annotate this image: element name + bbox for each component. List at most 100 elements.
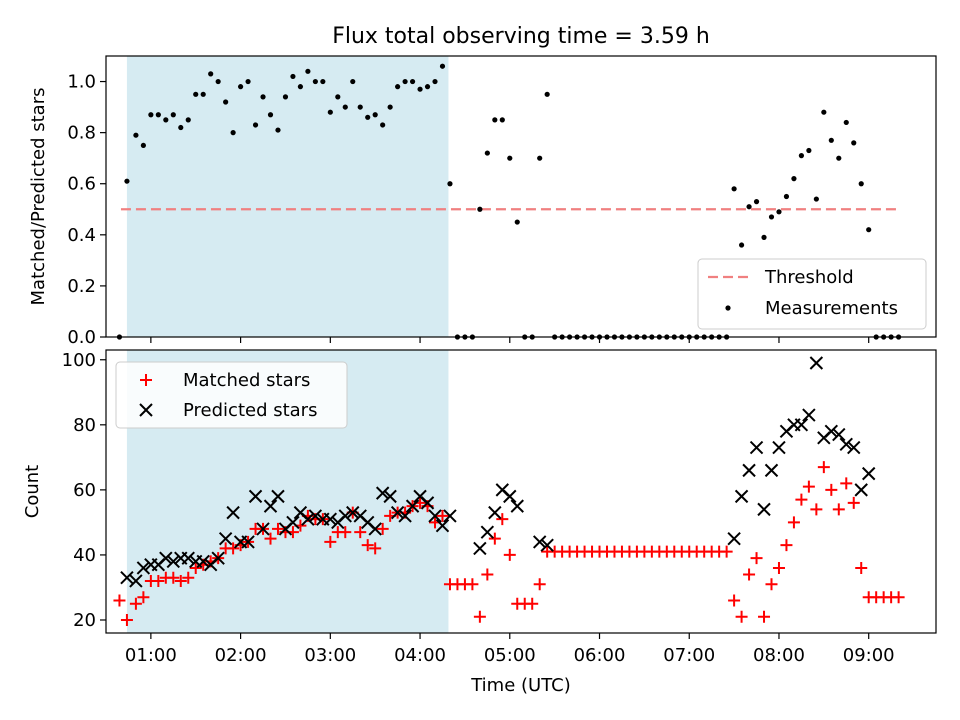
predicted-star-point: [861, 466, 876, 481]
measurement-point: [514, 219, 520, 225]
top-y-tick-label: 0.2: [67, 276, 96, 297]
bottom-x-tick-label: 03:00: [304, 645, 356, 666]
predicted-star-point: [346, 505, 360, 520]
top-y-tick-label: 0.8: [67, 123, 96, 144]
legend-threshold-label: Threshold: [764, 267, 854, 288]
predicted-star-point: [383, 489, 397, 504]
measurement-point: [731, 186, 737, 192]
top-legend: Threshold Measurements: [697, 258, 927, 330]
predicted-star-point: [405, 499, 420, 513]
matched-star-point: [167, 571, 180, 584]
predicted-star-point: [308, 509, 323, 523]
bottom-y-tick-label: 100: [62, 350, 96, 371]
predicted-star-point: [218, 531, 233, 546]
matched-star-point: [743, 568, 756, 581]
matched-star-point: [840, 477, 853, 490]
matched-star-point: [855, 561, 868, 574]
measurement-point: [821, 109, 827, 115]
matched-star-point: [802, 480, 815, 493]
top-y-tick-label: 1.0: [67, 72, 96, 93]
predicted-star-point: [510, 499, 524, 513]
bottom-x-tick-label: 04:00: [394, 645, 446, 666]
measurement-point: [297, 84, 304, 90]
predicted-star-point: [286, 515, 300, 530]
measurement-point: [372, 112, 378, 118]
predicted-star-point: [772, 440, 786, 455]
measurement-point: [387, 104, 393, 110]
bottom-y-tick-label: 80: [73, 415, 96, 436]
top-y-tick-label: 0.6: [67, 174, 96, 195]
measurement-point: [148, 112, 154, 118]
measurement-point: [432, 78, 438, 85]
top-panel: 0.0 0.2 0.4 0.6 0.8 1.0 Matched/Predicted sta…: [28, 55, 937, 348]
matched-star-point: [810, 503, 823, 516]
predicted-star-point: [802, 408, 816, 422]
measurement-point: [267, 112, 274, 118]
legend-matched-label: Matched stars: [183, 370, 310, 391]
predicted-star-point: [532, 535, 547, 549]
matched-star-point: [271, 522, 284, 535]
matched-star-point: [473, 610, 486, 623]
predicted-star-point: [824, 424, 839, 439]
matched-star-point: [376, 522, 389, 535]
predicted-star-point: [832, 427, 846, 442]
measurement-point: [290, 73, 296, 80]
matched-star-point: [847, 496, 860, 509]
predicted-star-point: [480, 525, 495, 539]
matched-star-point: [129, 597, 142, 610]
measurement-point: [395, 84, 401, 90]
measurement-point: [447, 181, 453, 187]
measurement-point: [753, 199, 760, 205]
measurement-point: [260, 94, 266, 100]
measurement-point: [544, 91, 550, 97]
matched-star-point: [503, 548, 516, 561]
matched-star-point: [787, 516, 800, 529]
predicted-star-point: [211, 551, 225, 565]
matched-star-point: [174, 574, 187, 587]
predicted-stars-points: [120, 356, 876, 588]
measurement-point: [170, 112, 176, 118]
measurement-point: [215, 78, 221, 85]
bottom-x-axis: 01:00 02:00 03:00 04:00 05:00 06:00 07:00 08:00…: [125, 633, 895, 666]
measurement-point: [275, 127, 281, 133]
matched-star-point: [772, 561, 785, 574]
measurement-point: [124, 178, 130, 184]
measurement-point: [402, 78, 408, 85]
measurement-point: [140, 142, 146, 149]
bottom-x-tick-label: 02:00: [215, 645, 267, 666]
bottom-x-tick-label: 07:00: [663, 645, 715, 666]
measurement-point: [806, 147, 812, 154]
measurement-point: [245, 78, 251, 85]
measurement-point: [163, 117, 169, 123]
predicted-star-point: [809, 356, 824, 370]
legend-predicted-label: Predicted stars: [183, 400, 317, 421]
predicted-star-point: [390, 505, 405, 520]
measurement-point: [208, 71, 214, 77]
predicted-star-point: [301, 512, 315, 526]
predicted-star-point: [323, 512, 338, 526]
predicted-star-point: [248, 489, 263, 504]
predicted-star-point: [166, 554, 181, 569]
measurement-point: [282, 94, 289, 100]
measurement-point: [335, 94, 341, 100]
legend-measurements-label: Measurements: [765, 298, 898, 319]
measurement-point: [791, 176, 797, 182]
bottom-axes-frame: [105, 349, 937, 634]
matched-star-point: [735, 610, 748, 623]
matched-star-point: [339, 526, 352, 539]
matched-star-point: [533, 578, 546, 591]
matched-star-point: [120, 613, 133, 626]
matched-star-point: [496, 513, 509, 526]
matched-star-point: [361, 539, 374, 552]
predicted-star-point: [503, 489, 517, 504]
measurement-point: [223, 99, 229, 105]
predicted-star-point: [854, 483, 868, 497]
measurement-point: [776, 209, 782, 215]
top-y-axis-label: Matched/Predicted stars: [28, 88, 49, 306]
measurement-point: [365, 114, 371, 120]
predicted-star-point: [540, 538, 554, 552]
predicted-star-point: [443, 509, 457, 523]
matched-star-point: [758, 610, 771, 623]
bottom-x-tick-label: 08:00: [753, 645, 805, 666]
